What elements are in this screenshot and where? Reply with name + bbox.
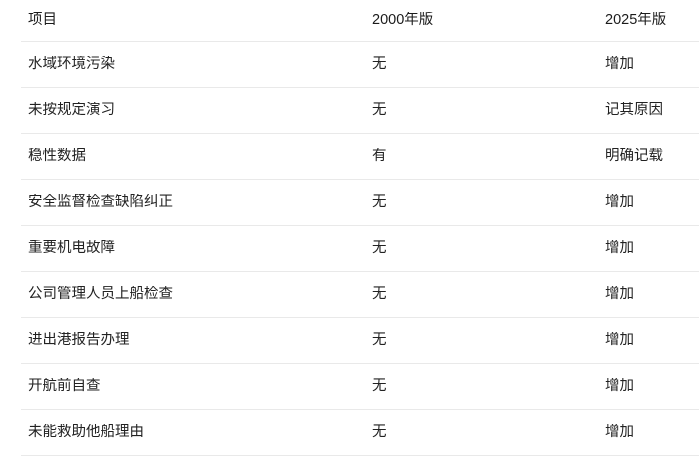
- row-value-2000: 有: [372, 148, 387, 165]
- table-header-row: 项目 2000年版 2025年版: [0, 0, 699, 42]
- table-row: 稳性数据 有 明确记载: [0, 134, 699, 180]
- row-divider: [21, 455, 699, 456]
- row-item-label: 稳性数据: [28, 148, 86, 165]
- row-value-2025: 明确记载: [605, 148, 663, 165]
- row-divider: [21, 41, 699, 42]
- row-divider: [21, 271, 699, 272]
- row-item-label: 水域环境污染: [28, 56, 115, 73]
- column-header-item: 项目: [28, 12, 57, 29]
- row-value-2000: 无: [372, 194, 387, 211]
- row-divider: [21, 225, 699, 226]
- row-item-label: 进出港报告办理: [28, 332, 130, 349]
- row-item-label: 安全监督检查缺陷纠正: [28, 194, 173, 211]
- row-value-2025: 增加: [605, 286, 634, 303]
- row-divider: [21, 363, 699, 364]
- row-item-label: 未按规定演习: [28, 102, 115, 119]
- row-value-2025: 增加: [605, 194, 634, 211]
- row-value-2000: 无: [372, 378, 387, 395]
- table-row: 未按规定演习 无 记其原因: [0, 88, 699, 134]
- row-value-2025: 增加: [605, 56, 634, 73]
- column-header-2025: 2025年版: [605, 12, 667, 29]
- row-divider: [21, 409, 699, 410]
- row-item-label: 开航前自查: [28, 378, 101, 395]
- row-value-2000: 无: [372, 332, 387, 349]
- table-row: 未能救助他船理由 无 增加: [0, 410, 699, 456]
- row-value-2000: 无: [372, 56, 387, 73]
- row-divider: [21, 317, 699, 318]
- table-row: 进出港报告办理 无 增加: [0, 318, 699, 364]
- row-value-2000: 无: [372, 424, 387, 441]
- row-item-label: 公司管理人员上船检查: [28, 286, 173, 303]
- table-row: 水域环境污染 无 增加: [0, 42, 699, 88]
- row-value-2025: 增加: [605, 240, 634, 257]
- row-value-2025: 增加: [605, 332, 634, 349]
- row-value-2000: 无: [372, 286, 387, 303]
- row-value-2025: 记其原因: [605, 102, 663, 119]
- row-item-label: 未能救助他船理由: [28, 424, 144, 441]
- table-row: 重要机电故障 无 增加: [0, 226, 699, 272]
- row-value-2000: 无: [372, 240, 387, 257]
- row-value-2000: 无: [372, 102, 387, 119]
- table-row: 公司管理人员上船检查 无 增加: [0, 272, 699, 318]
- row-divider: [21, 133, 699, 134]
- row-value-2025: 增加: [605, 378, 634, 395]
- row-item-label: 重要机电故障: [28, 240, 115, 257]
- row-divider: [21, 179, 699, 180]
- row-divider: [21, 87, 699, 88]
- table-row: 安全监督检查缺陷纠正 无 增加: [0, 180, 699, 226]
- column-header-2000: 2000年版: [372, 12, 434, 29]
- table-row: 开航前自查 无 增加: [0, 364, 699, 410]
- row-value-2025: 增加: [605, 424, 634, 441]
